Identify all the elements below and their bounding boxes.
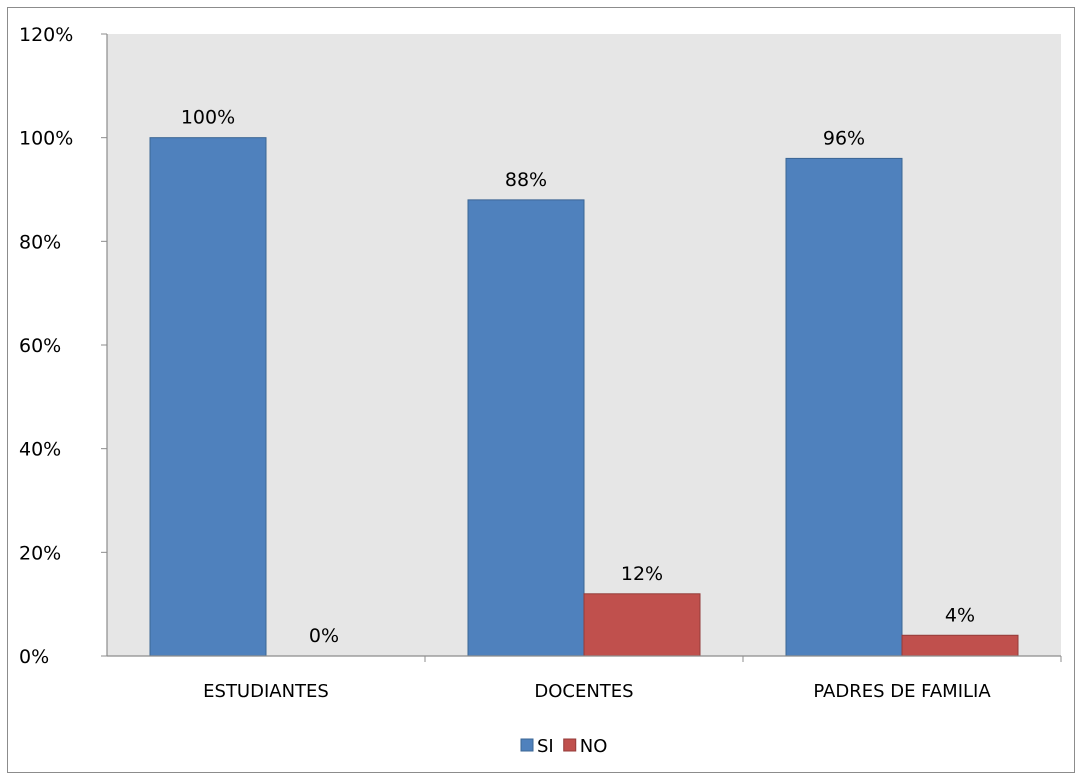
bar-no-2 (901, 634, 1019, 657)
bar-si-1 (467, 199, 585, 657)
data-label: 96% (823, 127, 865, 149)
y-tick-label: 60% (19, 335, 61, 357)
data-label: 88% (505, 169, 547, 191)
data-label: 4% (945, 604, 975, 626)
bar-si-0 (149, 137, 267, 657)
legend-swatch-si (520, 738, 534, 752)
data-labels: 100% 0% 88% 12% 96% 4% (181, 107, 975, 647)
x-axis-labels: ESTUDIANTES DOCENTES PADRES DE FAMILIA (203, 656, 1062, 702)
y-tick-label: 120% (19, 24, 73, 46)
legend-swatch-no (563, 738, 577, 752)
y-tick-label: 40% (19, 439, 61, 461)
y-tick-label: 0% (19, 646, 49, 668)
legend-label-no: NO (580, 736, 608, 757)
x-tick-label: PADRES DE FAMILIA (813, 681, 991, 702)
legend: SI NO (520, 736, 608, 757)
y-tick-label: 80% (19, 231, 61, 253)
x-tick-label: DOCENTES (534, 681, 633, 702)
y-tick-label: 20% (19, 542, 61, 564)
y-axis-ticks: 0% 20% 40% 60% 80% 100% 120% (19, 24, 107, 668)
y-tick-label: 100% (19, 128, 73, 150)
data-label: 0% (309, 625, 339, 647)
data-label: 100% (181, 107, 235, 129)
x-tick-label: ESTUDIANTES (203, 681, 329, 702)
bar-no-1 (583, 593, 701, 657)
bar-si-2 (785, 157, 903, 657)
legend-label-si: SI (537, 736, 554, 757)
data-label: 12% (621, 563, 663, 585)
